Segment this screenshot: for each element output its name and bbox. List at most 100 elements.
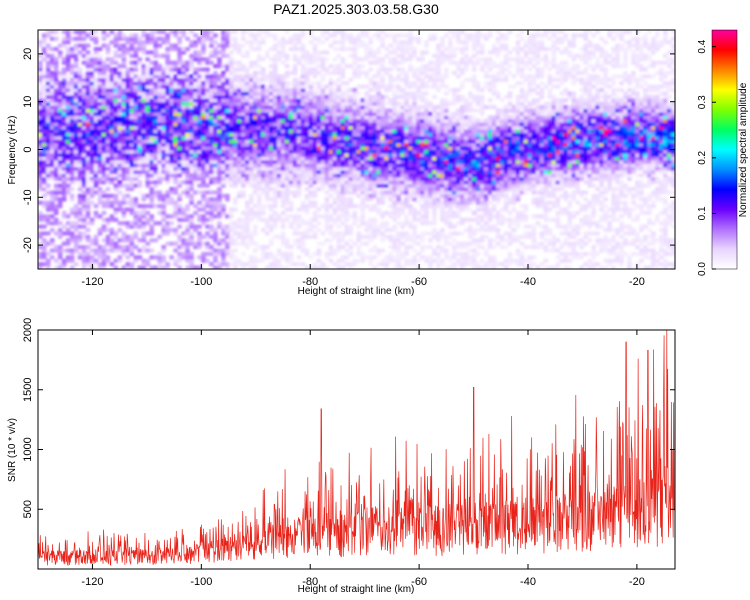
heatmap-cell [408, 224, 413, 229]
heatmap-cell [189, 173, 194, 178]
heatmap-cell [237, 98, 242, 103]
heatmap-cell [352, 129, 358, 134]
heatmap-cell [368, 50, 374, 55]
heatmap-cell [320, 135, 326, 140]
heatmap-cell [249, 152, 254, 157]
heatmap-cell [324, 129, 330, 134]
heatmap-cell [205, 33, 210, 38]
heatmap-cell [169, 241, 174, 246]
heatmap-cell [308, 70, 314, 75]
heatmap-cell [320, 33, 326, 38]
heatmap-cell [73, 43, 79, 48]
heatmap-cell [49, 74, 55, 79]
heatmap-cell [121, 129, 127, 134]
heatmap-cell [320, 101, 326, 106]
heatmap-cell [205, 166, 210, 171]
heatmap-cell [173, 98, 178, 103]
heatmap-cell [249, 142, 254, 147]
heatmap-cell [400, 77, 405, 82]
heatmap-cell [352, 152, 358, 157]
heatmap-cell [77, 115, 83, 120]
heatmap-cell [408, 91, 413, 96]
heatmap-cell [201, 152, 206, 157]
heatmap-cell [404, 187, 409, 192]
heatmap-cell [264, 255, 270, 260]
heatmap-cell [300, 132, 306, 137]
heatmap-cell [233, 255, 238, 260]
heatmap-cell [221, 125, 226, 130]
heatmap-cell [153, 238, 159, 243]
heatmap-cell [65, 125, 71, 130]
heatmap-cell [344, 156, 350, 161]
heatmap-cell [49, 142, 55, 147]
heatmap-cell [145, 262, 151, 267]
heatmap-cell [360, 132, 366, 137]
heatmap-cell [272, 60, 278, 65]
heatmap-cell [249, 193, 254, 198]
heatmap-cell [77, 152, 83, 157]
heatmap-cell [252, 132, 258, 137]
heatmap-cell [157, 64, 163, 69]
heatmap-cell [77, 129, 83, 134]
heatmap-cell [69, 67, 75, 72]
heatmap-cell [400, 146, 405, 151]
heatmap-cell [141, 84, 147, 89]
heatmap-cell [201, 84, 206, 89]
heatmap-cell [268, 115, 274, 120]
heatmap-cell [268, 74, 274, 79]
heatmap-cell [308, 30, 314, 35]
heatmap-cell [380, 139, 385, 144]
heatmap-cell [284, 125, 290, 130]
heatmap-cell [65, 36, 71, 41]
heatmap-cell [41, 193, 47, 198]
heatmap-cell [101, 169, 107, 174]
heatmap-cell [57, 135, 63, 140]
heatmap-cell [185, 64, 190, 69]
heatmap-cell [245, 98, 250, 103]
heatmap-cell [328, 111, 334, 116]
heatmap-cell [400, 255, 405, 260]
heatmap-cell [213, 251, 218, 256]
heatmap-cell [177, 224, 182, 229]
heatmap-cell [340, 57, 346, 62]
heatmap-cell [133, 129, 139, 134]
heatmap-cell [145, 105, 151, 110]
heatmap-cell [245, 163, 250, 168]
heatmap-cell [280, 204, 286, 209]
heatmap-cell [53, 98, 59, 103]
heatmap-cell [272, 204, 278, 209]
heatmap-cell [41, 94, 47, 99]
heatmap-cell [93, 98, 99, 103]
heatmap-cell [296, 169, 302, 174]
heatmap-cell [173, 142, 178, 147]
heatmap-cell [340, 197, 346, 202]
heatmap-cell [388, 169, 393, 174]
heatmap-cell [340, 169, 346, 174]
heatmap-cell [61, 30, 67, 35]
heatmap-cell [93, 122, 99, 127]
heatmap-cell [117, 84, 123, 89]
heatmap-cell [153, 122, 159, 127]
heatmap-cell [249, 238, 254, 243]
heatmap-cell [101, 30, 107, 35]
heatmap-cell [177, 111, 182, 116]
heatmap-cell [213, 74, 218, 79]
heatmap-cell [304, 125, 310, 130]
heatmap-cell [360, 64, 366, 69]
heatmap-cell [376, 159, 381, 164]
heatmap-cell [129, 132, 135, 137]
heatmap-cell [372, 228, 378, 233]
heatmap-cell [113, 248, 119, 253]
heatmap-cell [320, 152, 326, 157]
heatmap-cell [121, 207, 127, 212]
heatmap-cell [312, 193, 318, 198]
heatmap-cell [245, 40, 250, 45]
heatmap-cell [384, 67, 389, 72]
heatmap-cell [225, 88, 230, 93]
heatmap-cell [133, 176, 139, 181]
heatmap-cell [260, 190, 266, 195]
heatmap-cell [376, 152, 381, 157]
heatmap-cell [280, 210, 286, 215]
heatmap-cell [360, 84, 366, 89]
heatmap-cell [388, 214, 393, 219]
